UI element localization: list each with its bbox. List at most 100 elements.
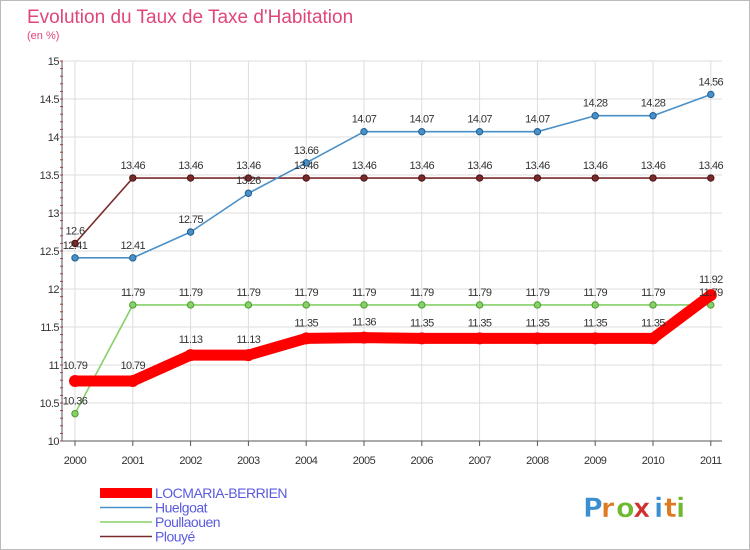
data-point-plouy- — [707, 174, 715, 182]
data-label-plouy-: 13.46 — [641, 160, 666, 172]
data-point-huelgoat — [649, 112, 657, 120]
data-label-poullaouen: 11.79 — [699, 287, 723, 299]
data-point-huelgoat — [475, 127, 484, 136]
data-label-locmaria-berrien: 11.35 — [294, 317, 318, 329]
x-tick-label: 2004 — [295, 455, 318, 467]
y-tick-label: 14.5 — [40, 94, 60, 106]
data-label-plouy-: 12.6 — [65, 225, 84, 237]
x-tick-label: 2008 — [526, 455, 549, 467]
data-label-huelgoat: 14.07 — [525, 114, 550, 126]
data-labels: 12.6 13.46 13.46 13.46 13.46 13.46 13.46 13.46 1… — [63, 76, 724, 407]
data-label-locmaria-berrien: 11.35 — [526, 317, 550, 329]
data-label-poullaouen: 11.79 — [410, 287, 434, 299]
series-line-locmaria-berrien — [69, 289, 717, 387]
data-point-poullaouen — [302, 301, 310, 309]
data-label-locmaria-berrien: 11.92 — [699, 274, 723, 286]
data-point-poullaouen — [244, 301, 253, 309]
x-tick-label: 2005 — [353, 455, 376, 467]
data-point-locmaria-berrien — [531, 332, 544, 345]
data-point-plouy- — [533, 174, 542, 182]
data-point-huelgoat — [186, 228, 195, 236]
y-tick-label: 13 — [48, 208, 60, 220]
logo-letter: P — [583, 493, 603, 524]
x-tick-label: 2011 — [700, 455, 722, 467]
data-label-poullaouen: 11.79 — [237, 287, 261, 299]
data-label-poullaouen: 11.79 — [641, 287, 665, 299]
data-point-huelgoat — [360, 127, 368, 136]
chart-subtitle: (en %) — [27, 30, 59, 42]
data-label-locmaria-berrien: 11.13 — [179, 334, 203, 346]
data-label-huelgoat: 14.56 — [699, 76, 724, 88]
legend-label-plouy-: Plouyé — [155, 529, 196, 545]
proxiti-logo: Pr ox i t i — [583, 493, 686, 525]
data-label-huelgoat: 12.41 — [121, 240, 146, 252]
data-point-plouy- — [475, 174, 484, 182]
y-tick-label: 13.5 — [40, 170, 60, 182]
x-tick-label: 2010 — [642, 455, 665, 467]
y-tick-label: 14 — [48, 132, 60, 144]
data-point-plouy- — [186, 174, 195, 182]
x-tick-label: 2001 — [122, 455, 145, 467]
data-point-poullaouen — [475, 301, 484, 309]
data-point-locmaria-berrien — [69, 374, 81, 387]
data-label-plouy-: 13.46 — [352, 160, 377, 172]
data-point-poullaouen — [649, 301, 657, 309]
data-label-locmaria-berrien: 11.36 — [352, 317, 376, 329]
data-point-plouy- — [418, 174, 426, 182]
y-tick-label: 10.5 — [40, 398, 60, 410]
data-point-huelgoat — [418, 127, 426, 136]
data-point-huelgoat — [129, 254, 137, 262]
data-label-huelgoat: 14.07 — [410, 114, 435, 126]
x-tick-label: 2000 — [64, 455, 87, 467]
data-point-poullaouen — [360, 301, 368, 309]
data-label-locmaria-berrien: 11.35 — [410, 317, 434, 329]
data-point-poullaouen — [591, 301, 599, 309]
data-point-plouy- — [71, 239, 79, 248]
logo-letter: i — [676, 493, 685, 524]
y-tick-label: 10 — [48, 436, 60, 448]
y-tick-label: 11.5 — [40, 322, 59, 334]
data-label-huelgoat: 14.28 — [641, 98, 666, 110]
series-line-plouy- — [74, 177, 712, 245]
logo-letter: i — [654, 493, 663, 524]
data-label-huelgoat: 14.07 — [352, 114, 377, 126]
data-label-locmaria-berrien: 10.79 — [121, 360, 146, 372]
data-point-locmaria-berrien — [415, 332, 428, 345]
data-point-locmaria-berrien — [126, 374, 139, 387]
legend-label-locmaria-berrien: LOCMARIA-BERRIEN — [155, 485, 287, 501]
data-point-poullaouen — [129, 301, 137, 309]
data-point-huelgoat — [71, 254, 79, 262]
data-label-poullaouen: 10.36 — [63, 396, 88, 408]
data-label-locmaria-berrien: 11.35 — [641, 317, 665, 329]
x-tick-label: 2006 — [411, 455, 434, 467]
data-point-locmaria-berrien — [184, 349, 197, 362]
logo-letter: r — [601, 493, 615, 524]
data-label-poullaouen: 11.79 — [179, 287, 203, 299]
data-point-poullaouen — [418, 301, 426, 309]
data-point-locmaria-berrien — [647, 332, 659, 345]
data-label-locmaria-berrien: 11.35 — [468, 317, 492, 329]
data-label-huelgoat: 13.26 — [236, 175, 261, 187]
logo-letter: t — [664, 493, 677, 524]
data-point-poullaouen — [71, 409, 79, 418]
data-point-locmaria-berrien — [589, 332, 602, 345]
data-point-plouy- — [591, 174, 599, 182]
x-tick-label: 2007 — [468, 455, 491, 467]
data-point-huelgoat — [533, 127, 542, 136]
data-point-poullaouen — [186, 301, 195, 309]
data-point-plouy- — [302, 174, 310, 182]
data-point-locmaria-berrien — [358, 331, 370, 344]
y-tick-label: 11 — [49, 360, 60, 372]
data-label-plouy-: 13.46 — [294, 160, 319, 172]
data-point-locmaria-berrien — [704, 289, 717, 302]
grid — [62, 60, 722, 441]
data-point-locmaria-berrien — [473, 332, 486, 345]
data-label-locmaria-berrien: 11.35 — [583, 317, 607, 329]
x-tick-label: 2002 — [179, 455, 202, 467]
data-label-plouy-: 13.46 — [178, 160, 203, 172]
data-label-poullaouen: 11.79 — [583, 287, 607, 299]
data-point-locmaria-berrien — [242, 349, 255, 362]
